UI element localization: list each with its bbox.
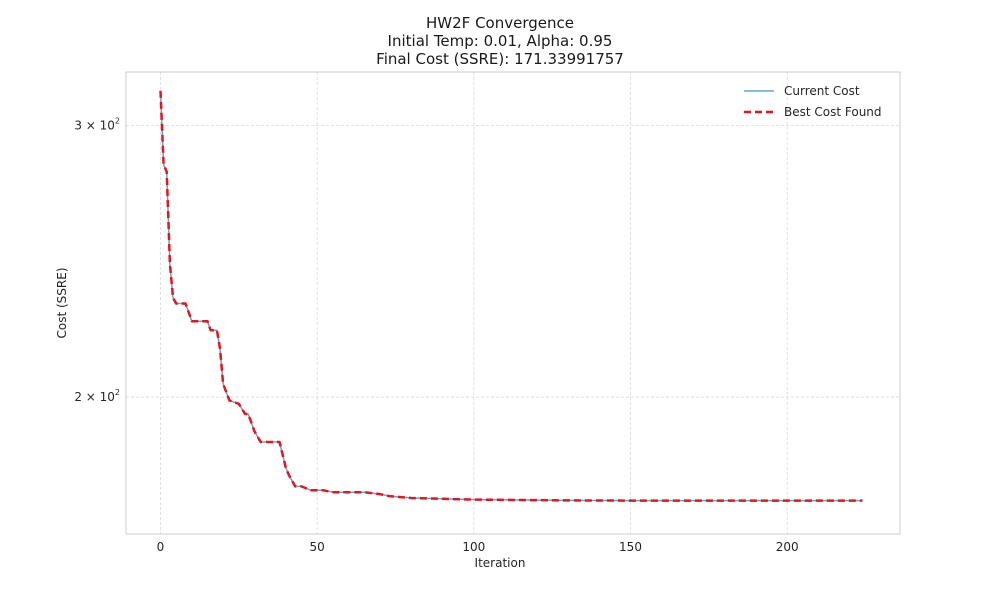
chart-subtitle-final-cost: Final Cost (SSRE): 171.33991757 (376, 50, 624, 68)
chart-subtitle-params: Initial Temp: 0.01, Alpha: 0.95 (387, 32, 613, 50)
series-layer (159, 90, 863, 502)
y-axis-label: Cost (SSRE) (55, 267, 69, 339)
legend-label: Best Cost Found (784, 105, 882, 119)
tick-layer: 0 50 100 150 200 2 × 102 3 × 102 (74, 117, 798, 554)
plot-frame (125, 71, 901, 535)
x-tick-label: 150 (619, 540, 642, 554)
current-cost-line (159, 90, 863, 502)
legend-label: Current Cost (784, 84, 860, 98)
grid (126, 72, 900, 534)
x-tick-label: 100 (462, 540, 485, 554)
y-tick-label: 3 × 102 (74, 117, 120, 133)
legend: Current Cost Best Cost Found (744, 84, 882, 119)
y-tick-label: 2 × 102 (74, 388, 120, 404)
best-cost-line (159, 90, 863, 502)
x-axis-label: Iteration (474, 556, 526, 570)
chart-title: HW2F Convergence (426, 14, 574, 32)
x-tick-label: 0 (157, 540, 165, 554)
x-tick-label: 50 (310, 540, 325, 554)
x-tick-label: 200 (776, 540, 799, 554)
